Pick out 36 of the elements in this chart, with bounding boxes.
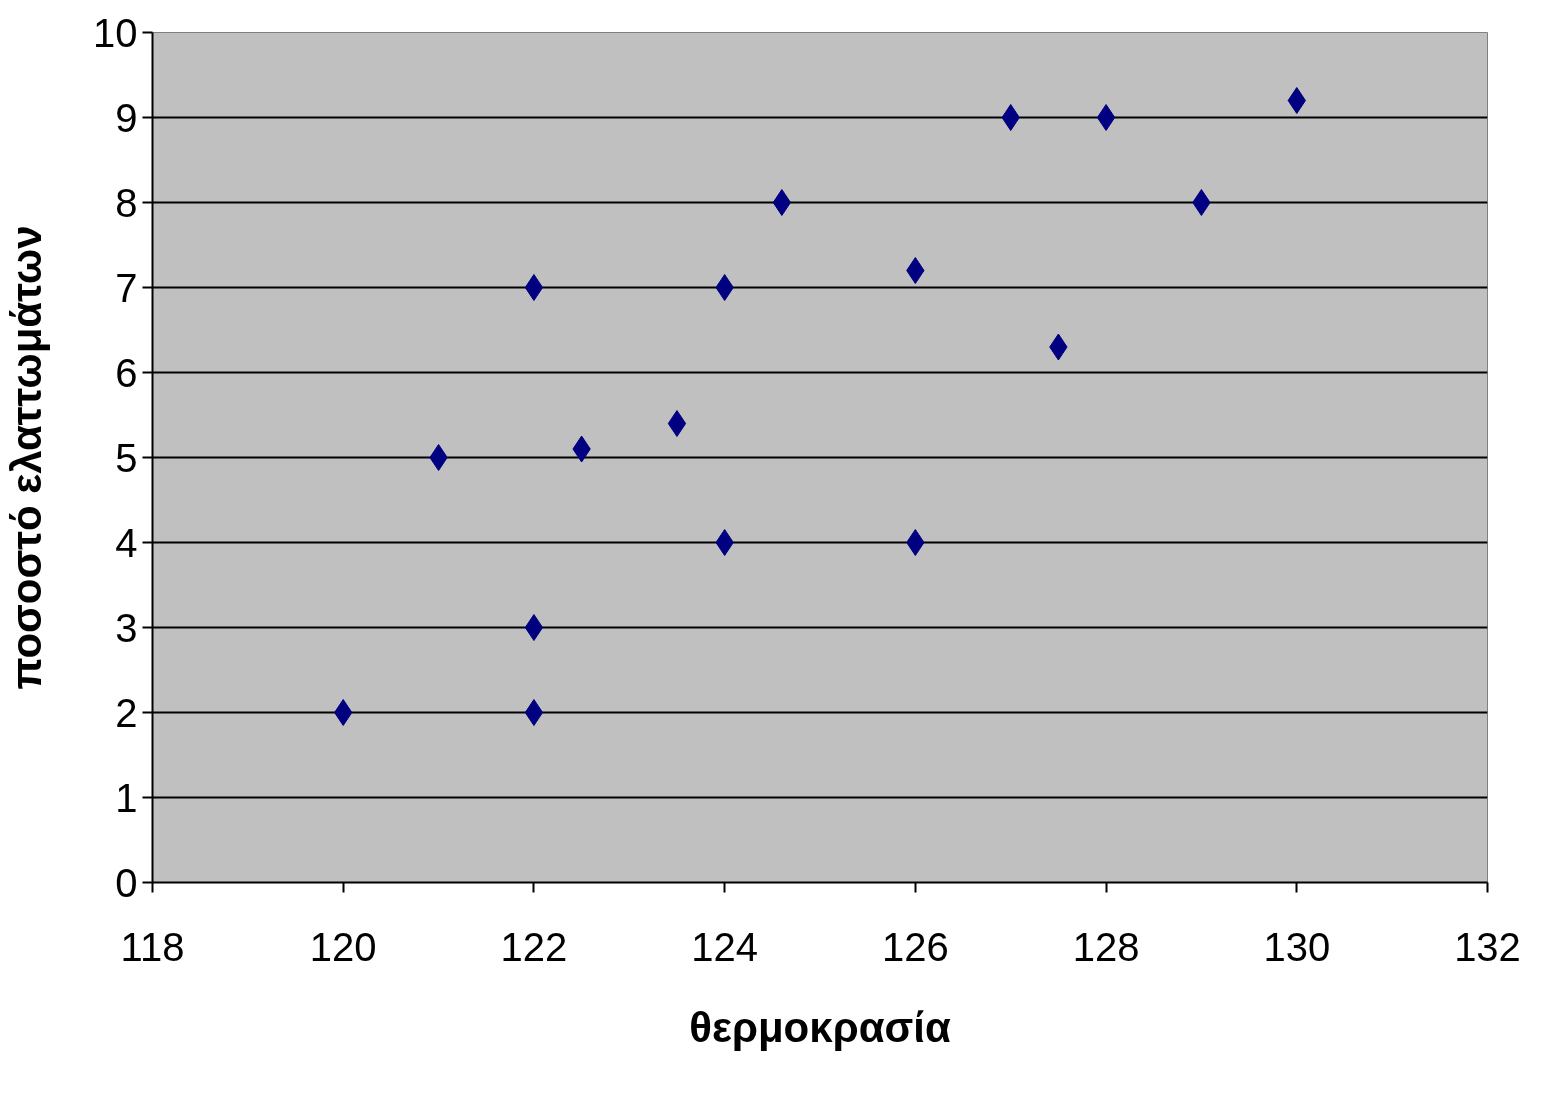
point [906,529,925,556]
y-tick-label: 8 [115,180,138,225]
point [667,410,687,437]
x-tick-label: 128 [1072,924,1140,969]
x-tick-label: 118 [120,924,185,969]
point [524,274,544,301]
point [524,614,544,641]
point [715,274,734,301]
point [1287,87,1306,114]
y-tick-label: 4 [115,520,138,565]
x-tick-label: 126 [881,924,949,969]
point [429,444,448,471]
point [906,257,925,284]
point [1192,189,1211,216]
y-tick-label: 3 [115,605,138,650]
y-tick-label: 9 [115,95,138,140]
y-tick-label: 2 [115,690,138,735]
y-tick-label: 6 [115,350,138,395]
point [524,699,544,726]
x-tick-label: 130 [1263,924,1331,969]
y-axis-title: ποσοστό ελαττωμάτων [3,225,51,690]
point [1001,104,1020,131]
y-tick-label: 1 [115,775,138,820]
x-tick-label: 132 [1454,924,1521,969]
y-tick-label: 7 [115,265,138,310]
point [334,699,353,726]
x-tick-label: 120 [309,924,377,969]
y-tick-label: 0 [115,860,138,905]
x-axis-title: θερμοκρασία [689,1003,951,1051]
point [772,189,792,216]
point [1096,104,1116,131]
y-tick-label: 10 [93,10,138,55]
x-tick-label: 124 [691,924,759,969]
x-tick-label: 122 [500,924,568,969]
point [715,529,734,556]
y-tick-label: 5 [115,435,138,480]
